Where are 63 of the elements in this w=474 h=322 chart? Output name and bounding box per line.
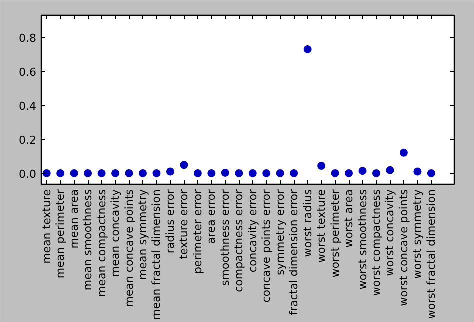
point: [386, 166, 394, 174]
x-tick-label: radius error: [164, 189, 177, 254]
point: [235, 169, 244, 178]
x-tick-label: perimeter error: [191, 189, 204, 274]
point: [152, 169, 161, 178]
point: [358, 167, 367, 176]
y-tick-label: 0.6: [19, 66, 37, 80]
point: [70, 169, 78, 178]
point: [221, 168, 230, 177]
point: [345, 169, 354, 178]
x-tick-label: worst smoothness: [356, 189, 370, 290]
point: [290, 169, 298, 178]
point: [248, 169, 257, 178]
point: [208, 169, 216, 178]
y-tick-label: 0.2: [19, 134, 37, 147]
x-tick-label: mean compactness: [95, 189, 108, 297]
point: [166, 168, 174, 176]
x-tick-label: mean concavity: [109, 189, 122, 278]
y-tick-label: 0.4: [19, 100, 37, 114]
point: [262, 169, 271, 178]
x-tick-label: mean fractal dimension: [150, 189, 164, 320]
x-tick-label: fractal dimension error: [288, 189, 301, 316]
point: [318, 162, 326, 170]
point: [372, 169, 380, 178]
point: [400, 148, 408, 157]
point: [98, 169, 106, 178]
x-tick-label: worst texture: [315, 189, 328, 264]
point: [125, 169, 134, 178]
x-tick-label: symmetry error: [274, 189, 287, 276]
x-tick-label: compactness error: [232, 189, 246, 292]
x-tick-label: worst area: [342, 189, 356, 248]
x-tick-label: worst symmetry: [411, 189, 424, 280]
point: [414, 168, 422, 176]
point: [112, 169, 120, 178]
point: [194, 169, 202, 178]
x-tick-label: mean symmetry: [136, 189, 150, 280]
x-tick-label: worst concavity: [384, 189, 397, 276]
point: [427, 169, 436, 178]
x-tick-label: concave points error: [260, 189, 274, 303]
y-tick-label: 0.0: [19, 168, 37, 181]
point: [180, 161, 188, 170]
x-tick-label: mean concave points: [122, 189, 136, 308]
x-tick-label: mean area: [68, 189, 81, 249]
point: [331, 169, 340, 178]
x-tick-label: worst fractal dimension: [424, 189, 438, 320]
x-tick-label: mean texture: [40, 189, 54, 264]
x-tick-label: smoothness error: [218, 189, 232, 286]
x-tick-label: worst perimeter: [328, 189, 342, 278]
y-tick-label: 0.8: [19, 32, 37, 46]
x-tick-label: mean smoothness: [82, 189, 95, 291]
x-tick-label: concavity error: [246, 189, 260, 273]
x-tick-label: worst compactness: [370, 189, 383, 296]
point: [139, 169, 147, 178]
x-tick-label: mean perimeter: [54, 189, 68, 279]
x-tick-label: texture error: [178, 189, 191, 260]
point: [304, 45, 312, 54]
x-tick-label: worst concave points: [397, 189, 410, 306]
x-tick-label: worst radius: [301, 189, 314, 258]
x-tick-label: area error: [205, 189, 218, 244]
point: [84, 169, 92, 178]
point: [42, 169, 51, 178]
point: [276, 169, 284, 178]
point: [56, 169, 65, 178]
